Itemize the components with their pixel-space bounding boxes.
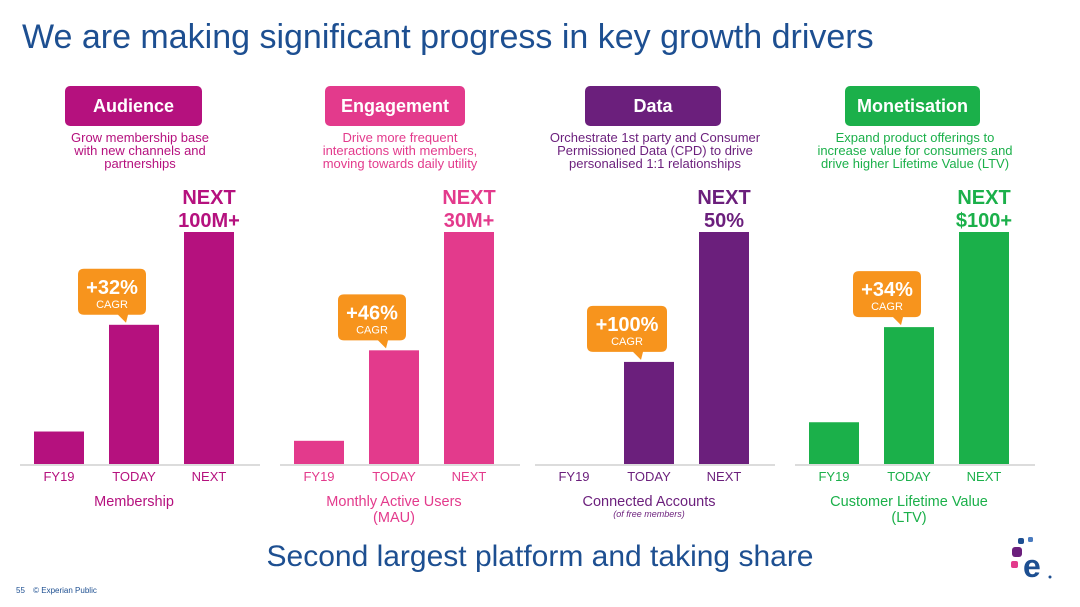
next-label: NEXT xyxy=(442,187,495,209)
cagr-callout xyxy=(853,271,921,326)
x-axis-label: (MAU) xyxy=(373,510,415,526)
monetisation-panel: Monetisation Expand product offerings to… xyxy=(795,86,1035,526)
tick-label: FY19 xyxy=(43,469,74,484)
x-axis-label: Connected Accounts xyxy=(582,494,715,510)
svg-text:e: e xyxy=(1023,548,1041,584)
engagement-panel: Engagement Drive more frequent interacti… xyxy=(280,86,520,526)
experian-logo: e xyxy=(1011,537,1052,584)
cagr-callout xyxy=(587,305,667,360)
x-axis-note: (of free members) xyxy=(613,509,685,519)
slide-title: We are making significant progress in ke… xyxy=(22,18,874,56)
bar-fy19 xyxy=(34,431,84,464)
cagr-value: +34% xyxy=(861,279,913,301)
x-axis-label: Membership xyxy=(94,494,174,510)
description-line: moving towards daily utility xyxy=(322,156,478,171)
cagr-value: +100% xyxy=(596,314,659,336)
data-panel: Data Orchestrate 1st party and Consumer … xyxy=(535,86,775,526)
x-axis-label: Customer Lifetime Value xyxy=(830,494,988,510)
cagr-value: +46% xyxy=(346,302,398,324)
bar-today xyxy=(369,350,419,464)
tick-label: NEXT xyxy=(707,469,742,484)
tick-label: NEXT xyxy=(452,469,487,484)
data-description: Orchestrate 1st party and Consumer Permi… xyxy=(535,131,775,170)
bar-fy19 xyxy=(809,422,859,464)
x-axis-label: (LTV) xyxy=(891,510,926,526)
tick-label: FY19 xyxy=(558,469,589,484)
footer-title: Second largest platform and taking share xyxy=(266,540,814,573)
description-line: Permissioned Data (CPD) to drive xyxy=(557,143,753,158)
cagr-label: CAGR xyxy=(356,324,388,336)
bar-next xyxy=(959,232,1009,464)
tick-label: FY19 xyxy=(303,469,334,484)
cagr-value: +32% xyxy=(86,277,138,299)
cagr-label: CAGR xyxy=(96,299,128,311)
bar-next xyxy=(444,232,494,464)
bar-today xyxy=(109,324,159,464)
tick-label: TODAY xyxy=(112,469,156,484)
cagr-callout xyxy=(338,294,406,349)
tick-label: FY19 xyxy=(818,469,849,484)
bar-today xyxy=(884,327,934,464)
page-number: 55 xyxy=(16,586,25,595)
next-target-label: 50% xyxy=(704,210,744,232)
monetisation-description: Expand product offerings to increase val… xyxy=(795,131,1035,170)
description-line: Grow membership base xyxy=(71,130,209,145)
description-line: Expand product offerings to xyxy=(835,130,995,145)
tick-label: TODAY xyxy=(372,469,416,484)
tick-label: TODAY xyxy=(627,469,671,484)
description-line: Drive more frequent xyxy=(342,130,458,145)
bar-today xyxy=(624,361,674,464)
cagr-label: CAGR xyxy=(611,336,643,348)
tick-label: NEXT xyxy=(967,469,1002,484)
next-label: NEXT xyxy=(697,187,750,209)
next-target-label: 30M+ xyxy=(444,210,495,232)
engagement-pill: Engagement xyxy=(325,86,465,126)
description-line: interactions with members, xyxy=(322,143,478,158)
classification-label: © Experian Public xyxy=(33,586,97,595)
cagr-callout xyxy=(78,268,146,323)
tick-label: TODAY xyxy=(887,469,931,484)
audience-description: Grow membership base with new channels a… xyxy=(20,131,260,170)
next-target-label: 100M+ xyxy=(178,210,240,232)
description-line: with new channels and xyxy=(74,143,206,158)
description-line: drive higher Lifetime Value (LTV) xyxy=(820,156,1010,171)
bar-next xyxy=(699,232,749,464)
audience-panel: Audience Grow membership base with new c… xyxy=(20,86,260,526)
description-line: increase value for consumers and xyxy=(817,143,1013,158)
next-label: NEXT xyxy=(182,187,235,209)
engagement-description: Drive more frequent interactions with me… xyxy=(280,131,520,170)
tick-label: NEXT xyxy=(192,469,227,484)
monetisation-pill: Monetisation xyxy=(845,86,980,126)
next-label: NEXT xyxy=(957,187,1010,209)
x-axis-label: Monthly Active Users xyxy=(326,494,461,510)
next-target-label: $100+ xyxy=(956,210,1012,232)
description-line: personalised 1:1 relationships xyxy=(569,156,741,171)
bar-fy19 xyxy=(294,440,344,464)
page-footer: 55 © Experian Public xyxy=(16,586,97,595)
data-pill: Data xyxy=(585,86,721,126)
description-line: partnerships xyxy=(104,156,176,171)
cagr-label: CAGR xyxy=(871,301,903,313)
bar-next xyxy=(184,232,234,464)
audience-pill: Audience xyxy=(65,86,202,126)
description-line: Orchestrate 1st party and Consumer xyxy=(549,130,761,145)
